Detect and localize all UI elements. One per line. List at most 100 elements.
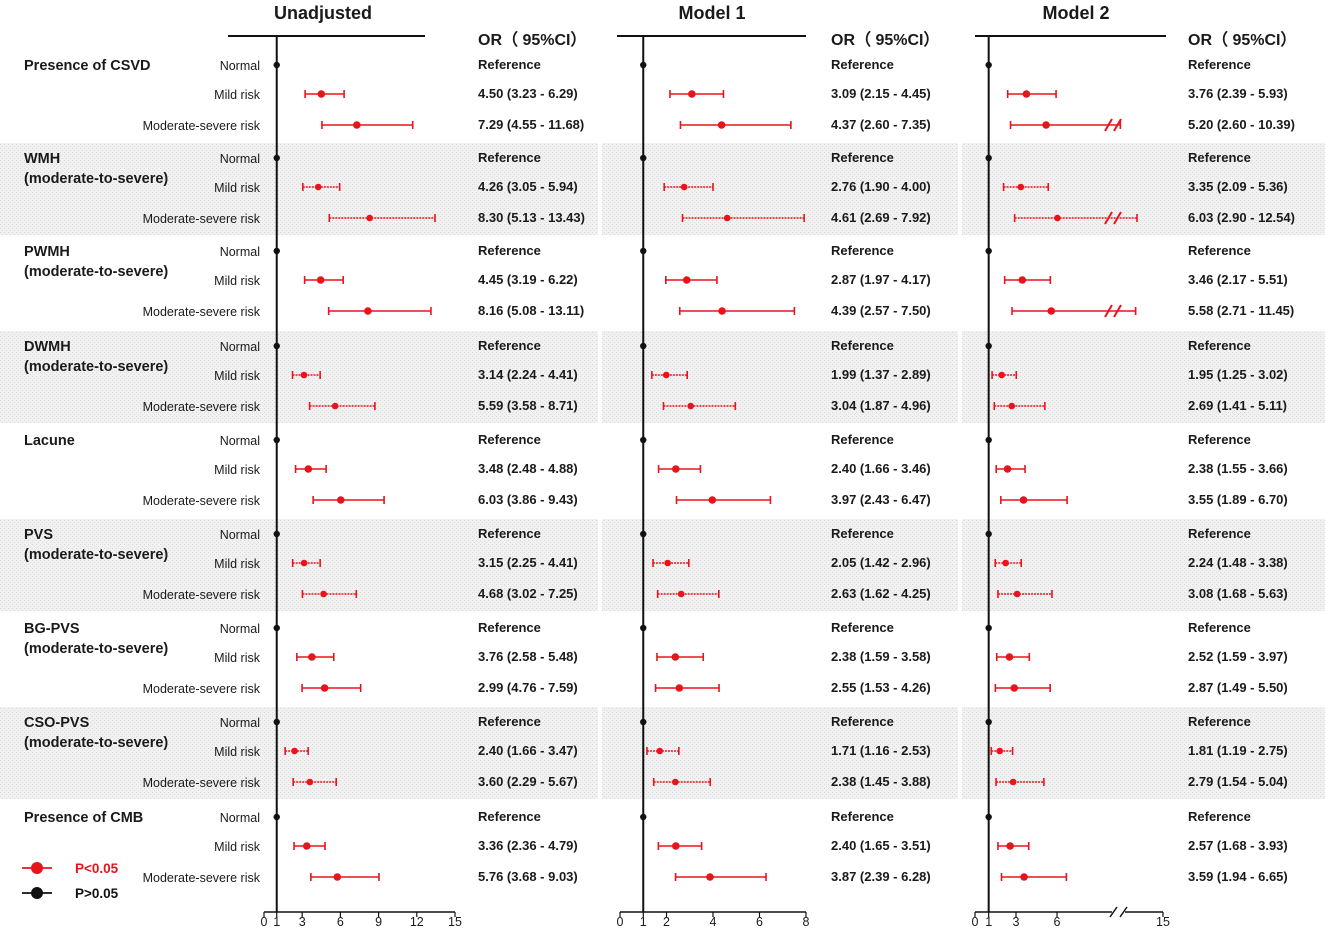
reference-point — [640, 61, 647, 69]
row-label: Moderate-severe risk — [143, 400, 261, 414]
shaded-band — [962, 707, 1325, 799]
or-value: 4.50 (3.23 - 6.29) — [478, 86, 578, 101]
or-value: Reference — [478, 809, 541, 824]
reference-point — [985, 718, 992, 726]
or-point — [291, 747, 298, 755]
reference-point — [985, 530, 992, 538]
or-value: Reference — [1188, 150, 1251, 165]
or-value: Reference — [1188, 243, 1251, 258]
shaded-band — [602, 143, 958, 235]
row-label: Mild risk — [214, 181, 261, 195]
or-value: 5.20 (2.60 - 10.39) — [1188, 117, 1295, 132]
or-value: 3.04 (1.87 - 4.96) — [831, 398, 931, 413]
row-label: Normal — [220, 434, 260, 448]
or-value: Reference — [478, 526, 541, 541]
row-label: Normal — [220, 245, 260, 259]
or-value: 4.68 (3.02 - 7.25) — [478, 586, 578, 601]
or-value: Reference — [831, 432, 894, 447]
group-label: Presence of CMB — [24, 810, 143, 826]
or-value: Reference — [831, 243, 894, 258]
or-value: 8.30 (5.13 - 13.43) — [478, 210, 585, 225]
or-value: Reference — [831, 57, 894, 72]
x-tick-label: 12 — [410, 915, 424, 929]
or-point — [675, 684, 684, 692]
reference-point — [640, 247, 647, 255]
row-label: Normal — [220, 340, 260, 354]
row-label: Moderate-severe risk — [143, 588, 261, 602]
group-label: (moderate-to-severe) — [24, 641, 168, 657]
or-value: Reference — [1188, 714, 1251, 729]
or-value: 2.38 (1.45 - 3.88) — [831, 774, 931, 789]
or-point — [1010, 684, 1019, 692]
panel-title: Model 2 — [1042, 3, 1109, 23]
or-value: 4.26 (3.05 - 5.94) — [478, 179, 578, 194]
row-label: Moderate-severe risk — [143, 212, 261, 226]
reference-point — [273, 154, 280, 162]
or-point — [302, 842, 311, 850]
or-value: 2.87 (1.97 - 4.17) — [831, 272, 931, 287]
row-label: Mild risk — [214, 840, 261, 854]
group-label: WMH — [24, 151, 60, 167]
or-value: 2.69 (1.41 - 5.11) — [1188, 398, 1287, 413]
or-header: OR（ 95%CI） — [831, 31, 939, 49]
reference-point — [985, 61, 992, 69]
or-value: 1.95 (1.25 - 3.02) — [1188, 367, 1288, 382]
or-point — [353, 121, 361, 129]
x-tick-label: 15 — [448, 915, 462, 929]
group-label: Lacune — [24, 433, 75, 449]
or-value: 1.71 (1.16 - 2.53) — [831, 743, 931, 758]
or-point — [688, 90, 696, 98]
or-point — [304, 465, 313, 473]
or-value: 2.40 (1.65 - 3.51) — [831, 838, 931, 853]
shaded-band — [962, 519, 1325, 611]
or-point — [1005, 653, 1014, 661]
or-point — [1013, 590, 1021, 598]
or-value: Reference — [1188, 57, 1251, 72]
or-point — [316, 276, 325, 284]
or-point — [672, 778, 679, 786]
or-value: 3.46 (2.17 - 5.51) — [1188, 272, 1288, 287]
group-label: PWMH — [24, 244, 70, 260]
row-label: Moderate-severe risk — [143, 776, 261, 790]
shaded-band — [0, 707, 598, 799]
or-value: 5.58 (2.71 - 11.45) — [1188, 303, 1294, 318]
reference-point — [640, 342, 647, 350]
or-point — [998, 371, 1005, 379]
or-value: 5.59 (3.58 - 8.71) — [478, 398, 578, 413]
or-point — [671, 653, 680, 661]
or-value: 2.57 (1.68 - 3.93) — [1188, 838, 1288, 853]
or-point — [314, 183, 322, 191]
or-point — [320, 684, 329, 692]
or-point — [1042, 121, 1050, 129]
or-value: Reference — [831, 620, 894, 635]
or-value: 2.87 (1.49 - 5.50) — [1188, 680, 1288, 695]
row-label: Mild risk — [214, 651, 261, 665]
or-point — [320, 590, 327, 598]
or-value: 3.14 (2.24 - 4.41) — [478, 367, 578, 382]
group-label: CSO-PVS — [24, 715, 90, 731]
or-value: 2.63 (1.62 - 4.25) — [831, 586, 931, 601]
x-tick-label: 3 — [299, 915, 306, 929]
row-label: Normal — [220, 622, 260, 636]
or-value: 2.24 (1.48 - 3.38) — [1188, 555, 1288, 570]
or-point — [306, 778, 314, 786]
x-tick-label: 6 — [337, 915, 344, 929]
ci-break-mark — [1104, 211, 1113, 225]
or-value: Reference — [1188, 432, 1251, 447]
x-tick-label: 1 — [273, 915, 280, 929]
reference-point — [273, 530, 280, 538]
or-point — [682, 276, 691, 284]
or-point — [308, 653, 316, 661]
or-value: 6.03 (2.90 - 12.54) — [1188, 210, 1295, 225]
or-value: 3.35 (2.09 - 5.36) — [1188, 179, 1288, 194]
shaded-band — [0, 519, 598, 611]
or-point — [366, 214, 373, 222]
or-value: 2.79 (1.54 - 5.04) — [1188, 774, 1288, 789]
or-value: 5.76 (3.68 - 9.03) — [478, 869, 578, 884]
or-value: 3.76 (2.58 - 5.48) — [478, 649, 578, 664]
x-tick-label: 9 — [375, 915, 382, 929]
shaded-band — [602, 331, 958, 423]
reference-point — [985, 813, 992, 821]
or-point — [333, 873, 342, 881]
